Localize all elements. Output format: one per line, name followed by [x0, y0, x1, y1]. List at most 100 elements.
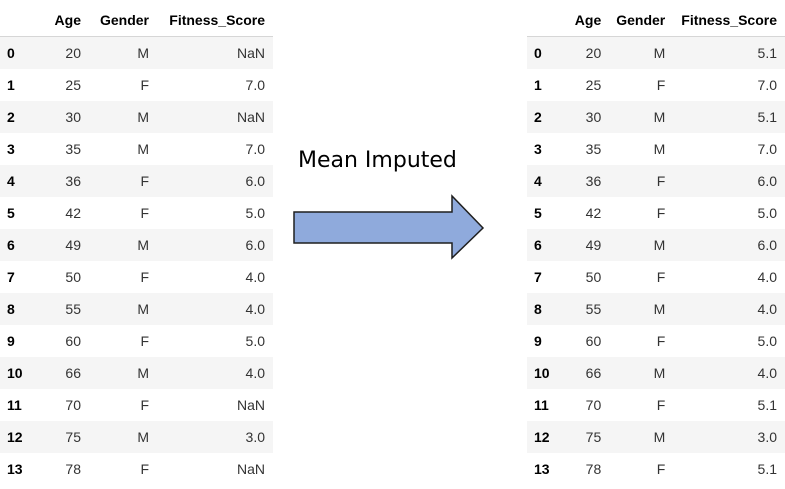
gender-cell: F [656, 333, 666, 349]
row-index: 11 [534, 397, 549, 413]
table-row: 9 60 F 5.0 [0, 325, 273, 357]
gender-cell: M [653, 237, 666, 253]
table-row: 10 66 M 4.0 [527, 357, 785, 389]
row-index: 0 [534, 45, 542, 61]
gender-cell: F [656, 173, 666, 189]
fitness-score-cell: 4.0 [757, 365, 777, 381]
fitness-score-cell: 3.0 [757, 429, 777, 445]
mean-imputed-label: Mean Imputed [298, 148, 457, 173]
gender-cell: F [140, 397, 149, 413]
fitness-score-cell: 6.0 [245, 237, 265, 253]
index-header [527, 3, 567, 37]
table-row: 12 75 M 3.0 [0, 421, 273, 453]
row-index: 5 [534, 205, 542, 221]
fitness-score-cell: NaN [236, 461, 265, 477]
table-row: 9 60 F 5.0 [527, 325, 785, 357]
row-index: 2 [534, 109, 542, 125]
arrow-shape [293, 194, 485, 260]
table-row: 11 70 F NaN [0, 389, 273, 421]
table-row: 3 35 M 7.0 [0, 133, 273, 165]
row-index: 13 [534, 461, 550, 477]
age-cell: 60 [65, 333, 81, 349]
row-index: 12 [534, 429, 550, 445]
fitness-score-cell: 5.0 [245, 205, 265, 221]
header-row: Age Gender Fitness_Score [0, 3, 273, 37]
gender-cell: F [656, 461, 666, 477]
column-header-age: Age [566, 3, 602, 37]
table-row: 8 55 M 4.0 [0, 293, 273, 325]
table-row: 2 30 M NaN [0, 101, 273, 133]
row-index: 9 [534, 333, 542, 349]
row-index: 1 [534, 77, 542, 93]
right-arrow-icon [293, 194, 485, 260]
gender-cell: F [656, 205, 666, 221]
row-index: 13 [7, 461, 23, 477]
row-index: 6 [534, 237, 542, 253]
gender-cell: M [653, 109, 666, 125]
fitness-score-cell: NaN [236, 45, 265, 61]
row-index: 3 [7, 141, 15, 157]
age-cell: 70 [585, 397, 602, 413]
age-cell: 70 [65, 397, 81, 413]
age-cell: 55 [65, 301, 81, 317]
gender-cell: M [137, 365, 149, 381]
gender-cell: F [140, 205, 149, 221]
column-header-age: Age [44, 3, 81, 37]
gender-cell: M [653, 429, 666, 445]
age-cell: 60 [585, 333, 602, 349]
age-cell: 30 [65, 109, 81, 125]
fitness-score-cell: 5.0 [757, 333, 777, 349]
gender-cell: M [137, 429, 149, 445]
age-cell: 66 [65, 365, 81, 381]
gender-cell: M [653, 45, 666, 61]
row-index: 4 [7, 173, 15, 189]
table-row: 0 20 M 5.1 [527, 36, 785, 69]
table-row: 4 36 F 6.0 [527, 165, 785, 197]
row-index: 8 [534, 301, 542, 317]
gender-cell: F [656, 77, 666, 93]
fitness-score-cell: 5.1 [757, 45, 777, 61]
table-row: 6 49 M 6.0 [527, 229, 785, 261]
row-index: 6 [7, 237, 15, 253]
age-cell: 50 [585, 269, 602, 285]
age-cell: 78 [585, 461, 602, 477]
age-cell: 49 [65, 237, 81, 253]
table-row: 0 20 M NaN [0, 36, 273, 69]
table-row: 12 75 M 3.0 [527, 421, 785, 453]
gender-cell: F [140, 333, 149, 349]
age-cell: 55 [585, 301, 602, 317]
fitness-score-cell: NaN [236, 397, 265, 413]
row-index: 0 [7, 45, 15, 61]
table-row: 7 50 F 4.0 [0, 261, 273, 293]
fitness-score-cell: 4.0 [245, 365, 265, 381]
age-cell: 42 [585, 205, 602, 221]
fitness-score-cell: 7.0 [245, 141, 265, 157]
header-row: Age Gender Fitness_Score [527, 3, 785, 37]
fitness-score-cell: 4.0 [245, 301, 265, 317]
row-index: 2 [7, 109, 15, 125]
table-row: 8 55 M 4.0 [527, 293, 785, 325]
fitness-score-cell: NaN [236, 109, 265, 125]
table-row: 2 30 M 5.1 [527, 101, 785, 133]
gender-cell: F [140, 77, 149, 93]
table-row: 11 70 F 5.1 [527, 389, 785, 421]
gender-cell: F [656, 269, 666, 285]
table-row: 3 35 M 7.0 [527, 133, 785, 165]
age-cell: 25 [65, 77, 81, 93]
row-index: 12 [7, 429, 23, 445]
gender-cell: F [656, 397, 666, 413]
fitness-score-cell: 4.0 [757, 301, 777, 317]
gender-cell: F [140, 173, 149, 189]
gender-cell: M [653, 301, 666, 317]
fitness-score-cell: 7.0 [757, 77, 777, 93]
row-index: 11 [7, 397, 22, 413]
row-index: 8 [7, 301, 15, 317]
age-cell: 36 [585, 173, 602, 189]
gender-cell: F [140, 461, 149, 477]
fitness-score-cell: 7.0 [757, 141, 777, 157]
table-row: 13 78 F 5.1 [527, 453, 785, 485]
age-cell: 35 [65, 141, 81, 157]
row-index: 3 [534, 141, 542, 157]
row-index: 1 [7, 77, 15, 93]
fitness-score-cell: 6.0 [245, 173, 265, 189]
